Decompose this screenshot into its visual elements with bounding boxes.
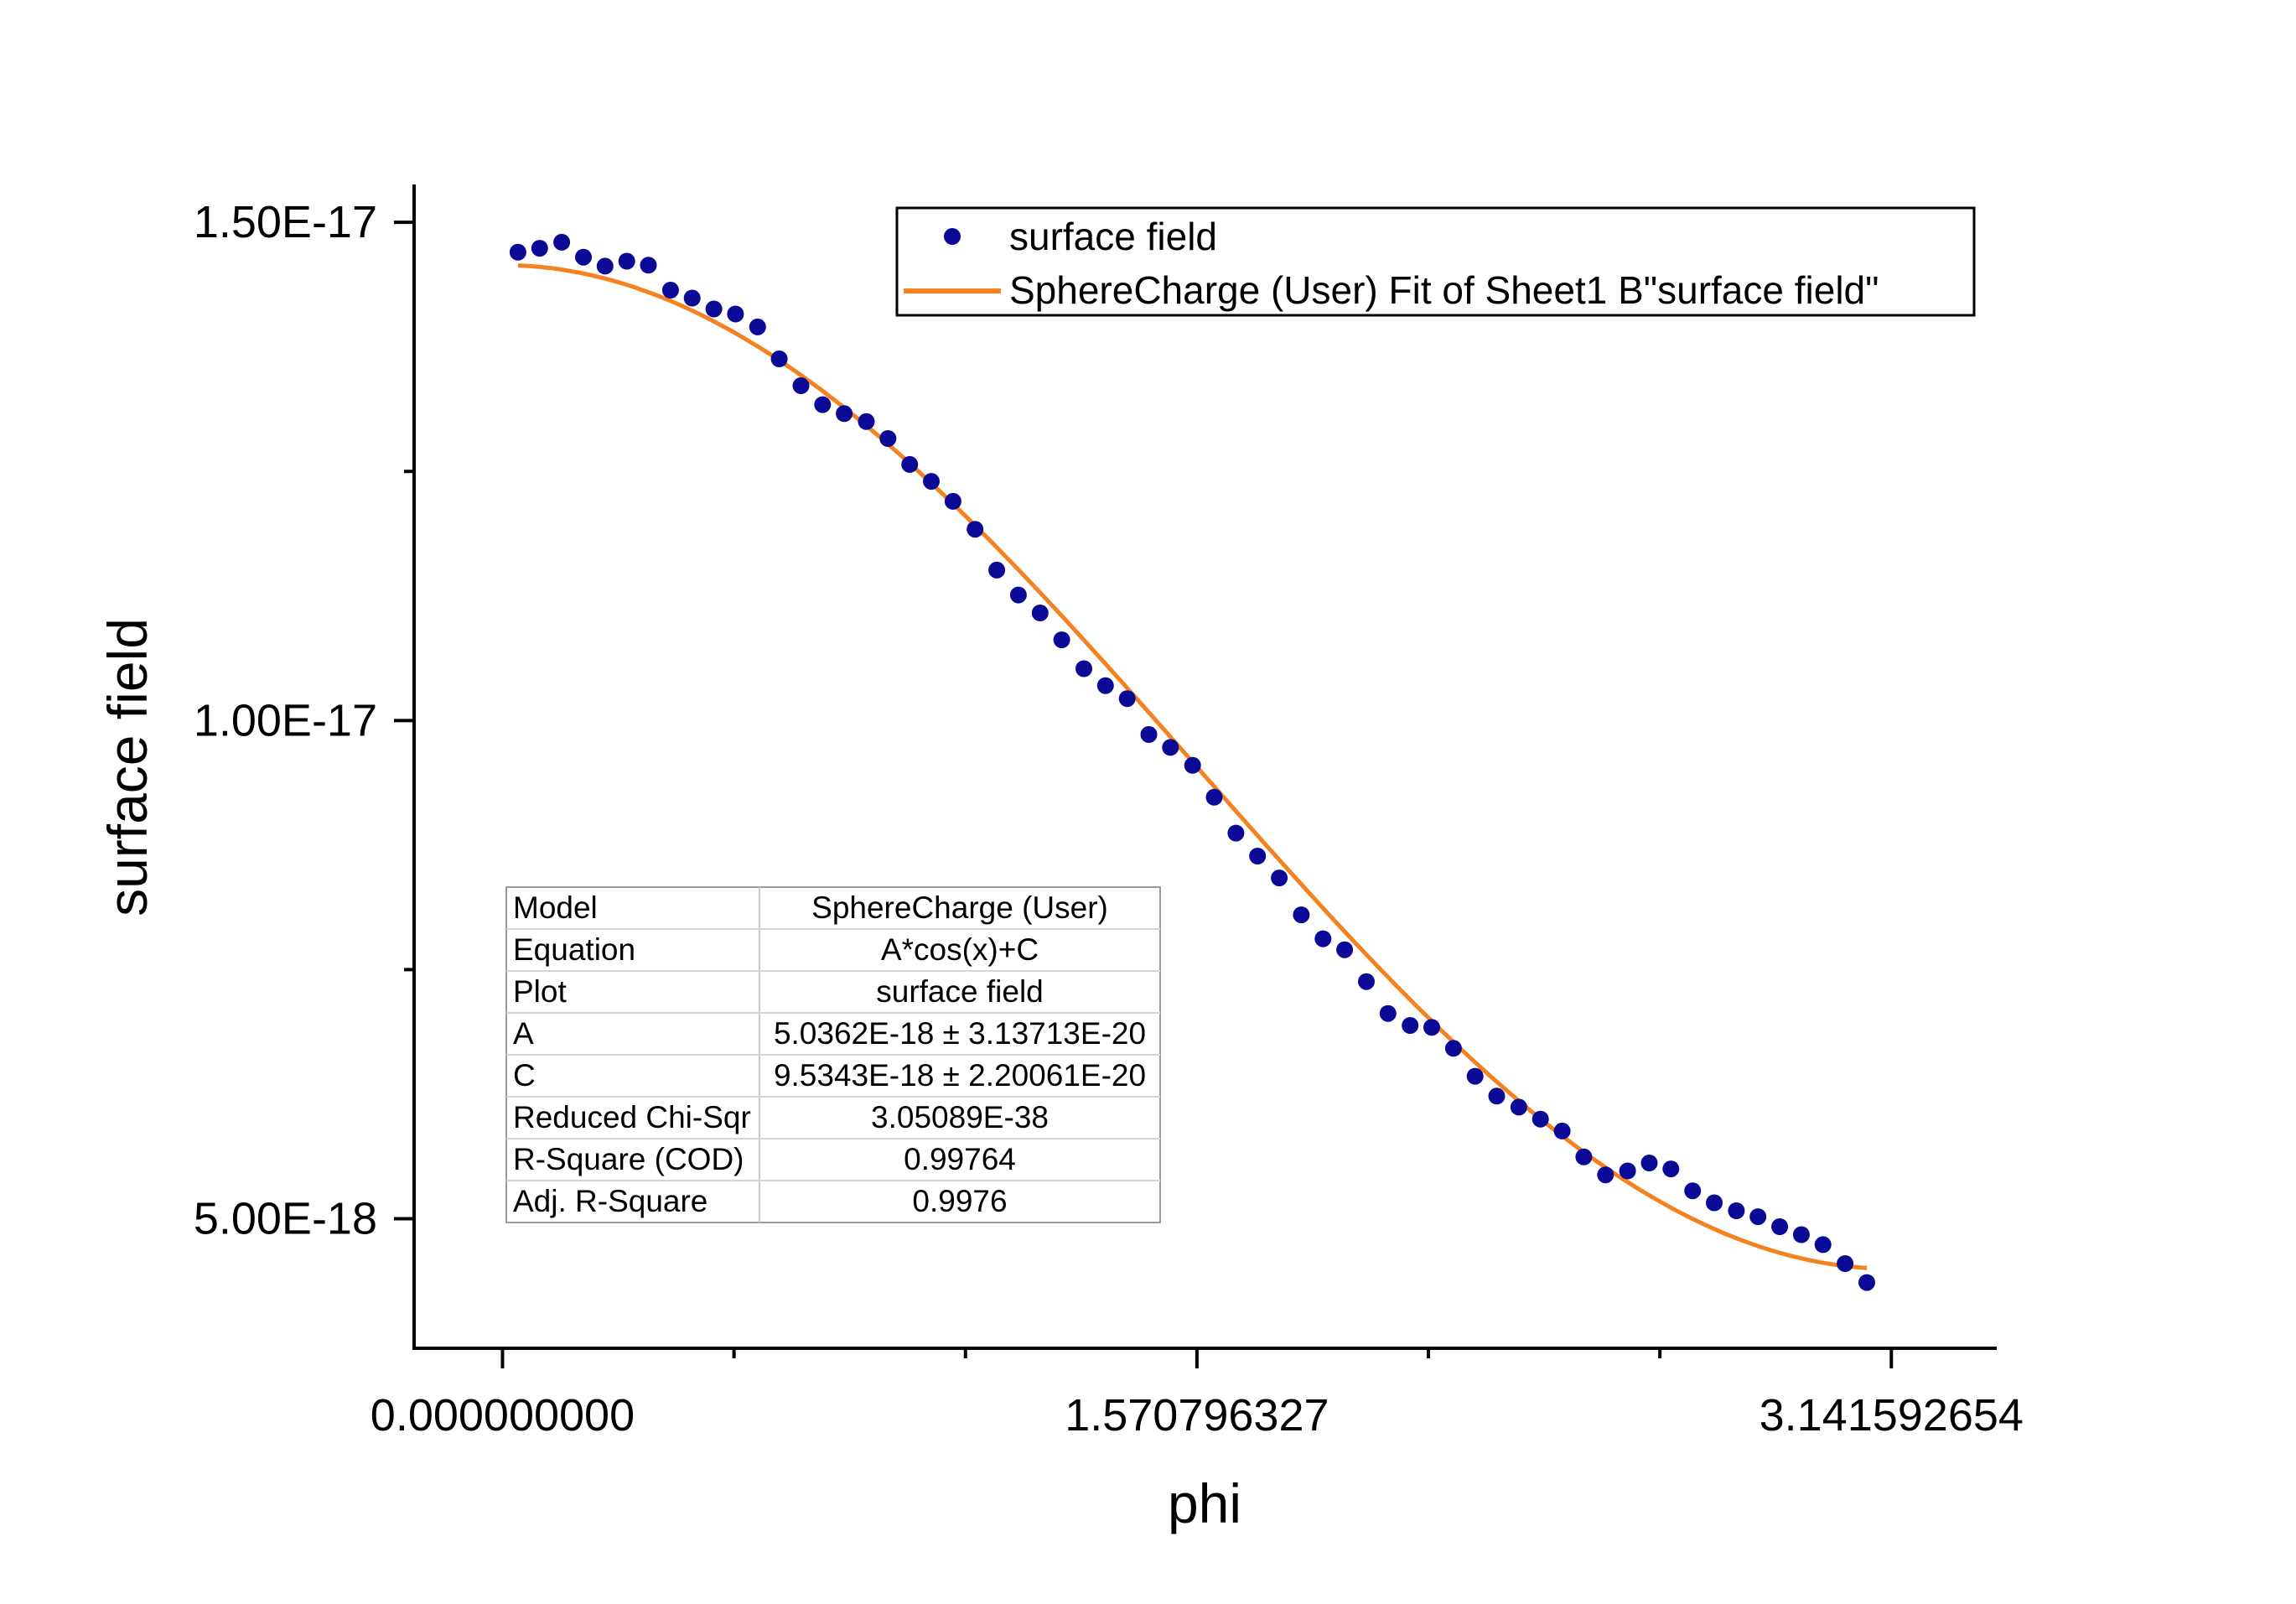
fit-table-value-3: 5.0362E-18 ± 3.13713E-20 <box>774 1016 1146 1051</box>
fit-table-label-0: Model <box>513 890 598 925</box>
fit-table-label-4: C <box>513 1058 536 1093</box>
fit-table-value-2: surface field <box>876 974 1044 1009</box>
data-point-30 <box>1162 739 1179 756</box>
data-point-33 <box>1227 824 1245 842</box>
data-point-52 <box>1640 1155 1658 1171</box>
data-point-21 <box>967 521 984 538</box>
data-point-61 <box>1837 1255 1854 1272</box>
fit-table: Model SphereCharge (User) Equation A*cos(x)… <box>505 886 1161 1223</box>
fit-table-value-7: 0.9976 <box>912 1184 1007 1218</box>
data-point-24 <box>1031 605 1049 621</box>
data-point-53 <box>1662 1160 1680 1178</box>
data-point-23 <box>1009 586 1027 604</box>
x-tick-label-0: 0.000000000 <box>371 1390 635 1440</box>
data-point-12 <box>770 350 788 367</box>
data-point-7 <box>661 282 679 298</box>
data-point-46 <box>1510 1098 1527 1116</box>
fit-table-value-0: SphereCharge (User) <box>811 890 1108 925</box>
x-ticks: 0.000000000 1.570796327 3.141592654 <box>371 1348 2024 1440</box>
data-point-3 <box>575 248 592 266</box>
data-point-26 <box>1075 660 1092 677</box>
data-point-27 <box>1096 677 1114 694</box>
data-point-34 <box>1249 848 1267 864</box>
data-point-38 <box>1336 941 1354 958</box>
data-point-19 <box>923 473 940 491</box>
points-layer <box>509 233 1875 1291</box>
fit-table-label-7: Adj. R-Square <box>513 1184 707 1218</box>
legend: surface field SphereCharge (User) Fit of… <box>895 206 1976 317</box>
fit-table-value-1: A*cos(x)+C <box>881 932 1039 967</box>
data-point-49 <box>1575 1148 1593 1165</box>
data-point-14 <box>814 396 832 413</box>
data-point-10 <box>727 305 744 323</box>
data-point-13 <box>792 377 810 394</box>
data-point-50 <box>1597 1166 1614 1184</box>
data-point-54 <box>1684 1182 1702 1200</box>
data-point-41 <box>1402 1017 1419 1034</box>
data-point-5 <box>618 252 635 270</box>
y-tick-label-0: 5.00E-18 <box>194 1194 377 1244</box>
legend-label-surface-field: surface field <box>1009 215 1217 258</box>
data-point-35 <box>1271 869 1288 887</box>
data-point-17 <box>879 430 897 447</box>
legend-label-fit-line: SphereCharge (User) Fit of Sheet1 B"surf… <box>1009 268 1879 312</box>
data-point-29 <box>1140 726 1158 743</box>
data-point-37 <box>1314 930 1332 947</box>
fit-table-label-1: Equation <box>513 932 635 967</box>
data-point-6 <box>640 257 657 274</box>
y-tick-label-1: 1.00E-17 <box>194 695 377 745</box>
data-point-42 <box>1423 1019 1440 1036</box>
fit-table-label-5: Reduced Chi-Sqr <box>513 1100 751 1134</box>
data-point-28 <box>1118 690 1136 708</box>
data-point-47 <box>1532 1110 1549 1128</box>
data-point-8 <box>683 289 701 307</box>
data-point-62 <box>1858 1274 1875 1291</box>
data-point-51 <box>1619 1162 1636 1180</box>
data-point-25 <box>1053 631 1070 649</box>
data-point-22 <box>988 561 1006 579</box>
x-axis-label: phi <box>1168 1472 1241 1534</box>
data-point-32 <box>1205 788 1223 806</box>
legend-marker-surface-field <box>944 228 961 245</box>
data-point-56 <box>1728 1202 1745 1219</box>
axes <box>412 184 1997 1350</box>
data-point-20 <box>944 492 961 510</box>
data-point-43 <box>1444 1040 1462 1057</box>
data-point-44 <box>1466 1067 1484 1085</box>
data-point-40 <box>1379 1004 1397 1022</box>
data-point-18 <box>901 455 919 473</box>
data-point-16 <box>858 413 875 430</box>
fit-table-value-4: 9.5343E-18 ± 2.20061E-20 <box>774 1058 1146 1093</box>
data-point-9 <box>705 300 723 318</box>
data-point-60 <box>1814 1236 1832 1254</box>
fit-table-value-6: 0.99764 <box>904 1142 1016 1176</box>
data-point-36 <box>1293 906 1310 924</box>
fit-table-value-5: 3.05089E-38 <box>871 1100 1049 1134</box>
data-point-0 <box>509 243 526 261</box>
fit-table-label-6: R-Square (COD) <box>513 1142 744 1176</box>
data-point-57 <box>1749 1208 1767 1226</box>
data-point-2 <box>553 233 571 251</box>
legend-box <box>895 206 1976 317</box>
data-point-58 <box>1771 1218 1789 1235</box>
x-tick-label-2: 3.141592654 <box>1760 1390 2024 1440</box>
y-axis-label: surface field <box>96 618 158 916</box>
y-ticks: 5.00E-18 1.00E-17 1.50E-17 <box>194 197 414 1244</box>
fit-table-label-3: A <box>513 1016 534 1051</box>
data-point-11 <box>749 318 766 335</box>
data-point-4 <box>596 257 614 275</box>
data-point-59 <box>1792 1226 1810 1243</box>
data-point-45 <box>1488 1088 1506 1105</box>
x-tick-label-1: 1.570796327 <box>1065 1390 1329 1440</box>
y-tick-label-2: 1.50E-17 <box>194 197 377 247</box>
data-point-1 <box>531 240 548 257</box>
data-point-55 <box>1706 1194 1723 1212</box>
data-point-15 <box>836 405 853 423</box>
fit-table-label-2: Plot <box>513 974 567 1009</box>
data-point-31 <box>1184 756 1201 774</box>
data-point-48 <box>1553 1122 1571 1139</box>
data-point-39 <box>1358 973 1375 990</box>
